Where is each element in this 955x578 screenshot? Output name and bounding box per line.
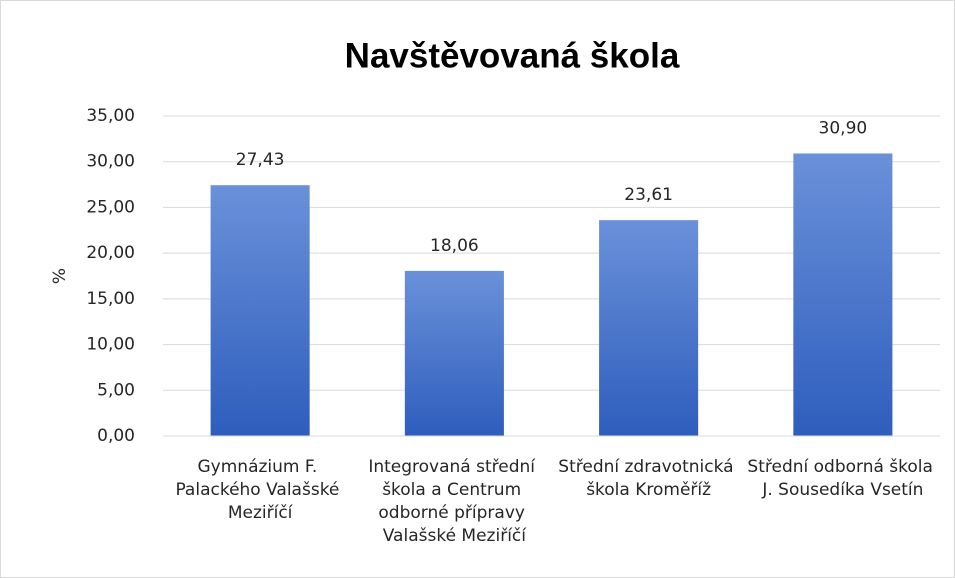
value-label: 18,06	[430, 236, 479, 256]
x-tick-label: Integrovaná střední škola a Centrum odbo…	[368, 457, 540, 546]
y-tick-label: 35,00	[86, 106, 135, 126]
x-tick-label: Střední zdravotnická škola Kroměříž	[558, 457, 739, 500]
bar	[599, 220, 699, 436]
chart-title: Navštěvovaná škola	[345, 36, 680, 75]
y-tick-label: 0,00	[97, 426, 135, 446]
bar	[793, 153, 893, 436]
value-label: 27,43	[236, 150, 285, 170]
y-axis-label: %	[50, 268, 70, 284]
x-tick-label: Střední odborná škola J. Sousedíka Vsetí…	[747, 457, 938, 500]
y-tick-label: 10,00	[86, 335, 135, 355]
y-tick-label: 25,00	[86, 197, 135, 217]
y-tick-label: 20,00	[86, 243, 135, 263]
y-tick-label: 30,00	[86, 152, 135, 172]
value-label: 23,61	[624, 185, 673, 205]
y-tick-label: 5,00	[97, 380, 135, 400]
x-tick-label: Gymnázium F. Palackého Valašské Meziříčí	[175, 457, 344, 523]
bar	[404, 270, 504, 436]
bar	[210, 185, 310, 436]
y-tick-label: 15,00	[86, 289, 135, 309]
value-label: 30,90	[819, 118, 868, 138]
